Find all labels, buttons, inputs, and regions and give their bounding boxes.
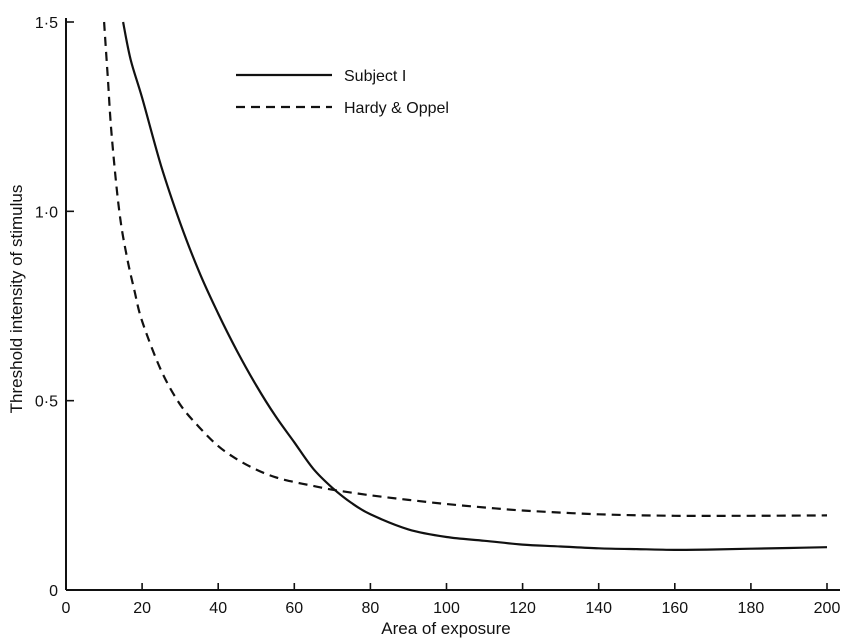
series-line-subject-i	[122, 21, 828, 552]
series-layer	[103, 21, 828, 552]
y-tick-label: 0	[49, 583, 58, 600]
x-tick-label: 120	[509, 600, 536, 617]
y-tick-label: 1·0	[35, 204, 58, 221]
x-tick-label: 60	[285, 600, 303, 617]
y-tick-label: 0·5	[35, 394, 58, 411]
x-tick-label: 80	[362, 600, 380, 617]
x-tick-label: 20	[133, 600, 151, 617]
x-tick-label: 160	[661, 600, 688, 617]
x-axis-label: Area of exposure	[381, 619, 510, 638]
ticks: 0 20 40 60 80 100 120 140 160 180 200 0 0·5 1·0 1·5	[35, 15, 841, 617]
legend-label-subject-i: Subject I	[344, 68, 406, 85]
x-tick-label: 40	[209, 600, 227, 617]
x-tick-label: 200	[814, 600, 841, 617]
x-tick-label: 100	[433, 600, 460, 617]
legend: Subject I Hardy & Oppel	[236, 68, 449, 117]
axes	[65, 18, 840, 591]
x-tick-label: 0	[62, 600, 71, 617]
x-tick-label: 180	[738, 600, 765, 617]
legend-label-hardy-oppel: Hardy & Oppel	[344, 100, 449, 117]
x-tick-label: 140	[585, 600, 612, 617]
series-line-hardy-oppel	[103, 21, 828, 517]
y-axis-label: Threshold intensity of stimulus	[7, 185, 26, 414]
y-tick-label: 1·5	[35, 15, 58, 32]
